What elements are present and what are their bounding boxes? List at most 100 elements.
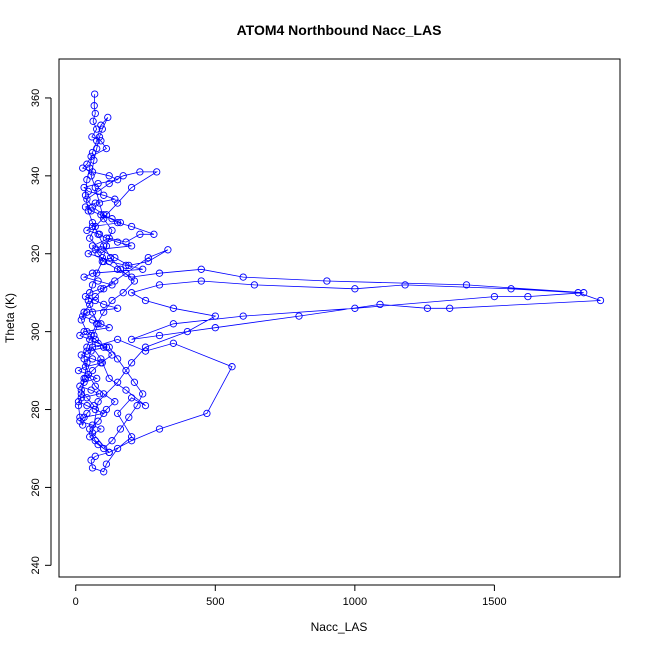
data-point: [169, 320, 178, 328]
data-point: [80, 183, 88, 192]
data-point: [102, 144, 111, 153]
data-point: [91, 405, 99, 414]
data-point: [102, 242, 111, 250]
data-point: [211, 324, 219, 332]
data-point: [141, 401, 150, 410]
data-point: [87, 331, 95, 340]
data-point: [111, 277, 119, 285]
data-point: [122, 269, 130, 277]
data-point: [111, 253, 119, 262]
data-point: [100, 191, 108, 199]
data-point: [155, 281, 164, 289]
data-point: [108, 226, 116, 235]
data-point: [295, 312, 303, 320]
data-point: [97, 320, 105, 328]
data-point: [111, 398, 119, 406]
data-point: [127, 242, 136, 250]
data-point: [76, 331, 84, 340]
data-point: [90, 401, 98, 410]
data-point: [113, 355, 122, 363]
data-point: [81, 191, 90, 199]
data-point: [98, 257, 106, 266]
data-point: [88, 464, 97, 472]
data-point: [136, 168, 144, 176]
data-point: [113, 378, 122, 386]
y-axis-label: Theta (K): [3, 293, 17, 343]
data-point: [84, 370, 92, 379]
plot-area: [74, 90, 605, 476]
y-tick-label: 240: [30, 556, 42, 574]
data-point: [105, 374, 113, 383]
data-point: [91, 437, 99, 445]
x-tick-label: 0: [73, 596, 79, 608]
y-tick-label: 360: [30, 89, 42, 107]
data-point: [91, 183, 99, 192]
data-point: [130, 277, 139, 285]
data-point: [97, 359, 105, 367]
data-point: [84, 250, 92, 258]
data-point: [524, 292, 532, 301]
data-point: [77, 386, 85, 394]
data-point: [351, 285, 359, 293]
data-point: [507, 285, 515, 293]
data-point: [250, 281, 259, 289]
data-point: [113, 218, 122, 227]
data-point: [83, 195, 91, 203]
data-point: [127, 359, 136, 367]
data-point: [155, 269, 164, 277]
data-point: [80, 374, 88, 383]
data-point: [87, 456, 95, 464]
data-point: [88, 222, 97, 231]
data-point: [141, 296, 150, 305]
x-axis: 0 500 1000 1500: [73, 584, 507, 608]
data-point: [104, 113, 112, 122]
data-point: [116, 425, 125, 433]
data-point: [141, 343, 150, 351]
data-point: [88, 218, 97, 227]
data-point: [574, 289, 582, 297]
y-tick-label: 300: [30, 322, 42, 340]
data-point: [155, 425, 164, 433]
data-point: [580, 289, 588, 297]
data-point: [98, 125, 106, 133]
data-point: [108, 215, 116, 223]
x-tick-label: 500: [206, 596, 224, 608]
data-point: [122, 366, 130, 375]
data-point: [239, 312, 247, 320]
data-point: [88, 203, 97, 211]
data-point: [88, 281, 97, 289]
data-point: [80, 327, 88, 336]
data-point: [79, 164, 87, 172]
data-point: [108, 351, 116, 359]
data-point: [127, 394, 136, 402]
data-point: [95, 390, 104, 398]
y-tick-label: 280: [30, 400, 42, 418]
data-point: [97, 137, 105, 145]
data-point: [122, 261, 130, 270]
data-point: [127, 433, 136, 441]
data-point: [100, 242, 108, 250]
data-point: [102, 460, 111, 468]
data-point: [100, 468, 108, 476]
data-point: [91, 382, 99, 390]
data-point: [86, 335, 94, 344]
data-point: [100, 215, 108, 223]
data-point: [127, 222, 136, 231]
data-point: [102, 343, 111, 351]
data-point: [116, 218, 125, 227]
data-point: [133, 401, 141, 410]
data-point: [86, 234, 94, 242]
data-point: [90, 102, 98, 110]
data-point: [87, 386, 95, 394]
data-point: [90, 331, 98, 340]
data-point: [100, 343, 108, 351]
data-point: [100, 390, 108, 398]
x-tick-label: 1500: [482, 596, 506, 608]
data-point: [150, 230, 158, 238]
data-point: [77, 316, 85, 324]
data-point: [119, 172, 127, 180]
data-point: [95, 199, 104, 207]
data-point: [80, 273, 88, 281]
data-point: [203, 409, 211, 418]
